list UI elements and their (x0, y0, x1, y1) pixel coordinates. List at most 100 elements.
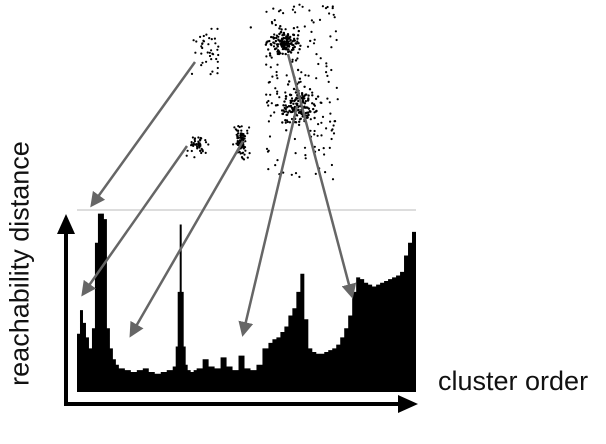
axes (57, 214, 418, 413)
cloud-point (243, 137, 246, 140)
cloud-point (325, 65, 328, 68)
cloud-point (273, 33, 276, 36)
cloud-point (243, 135, 247, 138)
cloud-point (297, 29, 300, 33)
cloud-point (293, 99, 296, 103)
cloud-point (281, 112, 284, 116)
cloud-point (196, 146, 199, 149)
cloud-point (279, 31, 282, 34)
cloud-point (278, 27, 281, 30)
cloud-point (211, 70, 214, 73)
cloud-point (308, 110, 311, 113)
cloud-point (320, 134, 323, 137)
cloud-point (304, 93, 307, 97)
cloud-point (325, 127, 328, 130)
cloud-point (190, 72, 194, 75)
cloud-point (199, 144, 202, 147)
cloud-point (265, 63, 268, 66)
cloud-point (294, 59, 298, 62)
cloud-point (238, 139, 241, 142)
cloud-point (331, 178, 335, 181)
cloud-point (208, 37, 211, 40)
cloud-point (294, 11, 297, 14)
cloud-point (276, 45, 279, 48)
cloud-point (217, 53, 220, 57)
cloud-point (306, 106, 309, 109)
cloud-point (318, 18, 322, 21)
cloud-point (270, 43, 273, 47)
cloud-point (275, 36, 278, 40)
cloud-point (200, 64, 203, 67)
mapping-arrow (90, 61, 197, 208)
cloud-point (265, 93, 268, 96)
cloud-point (294, 172, 298, 175)
cloud-point (272, 41, 275, 44)
cloud-point (285, 129, 288, 132)
cloud-point (295, 97, 299, 100)
y-axis-arrowhead (57, 214, 75, 234)
cloud-point (320, 101, 323, 104)
cloud-point (330, 68, 333, 72)
cloud-point (304, 100, 307, 103)
cloud-point (334, 30, 337, 33)
cloud-point (274, 39, 278, 43)
cloud-point (329, 35, 332, 38)
cloud-point (290, 100, 293, 104)
mapping-arrow (238, 105, 299, 337)
cloud-point (267, 120, 270, 123)
cloud-point (191, 136, 194, 139)
cloud-point (276, 77, 279, 80)
cloud-point (332, 132, 336, 135)
cloud-point (286, 33, 290, 36)
cloud-point (248, 126, 251, 129)
cloud-point (285, 74, 288, 77)
cloud-point (298, 175, 301, 178)
cloud-point (267, 99, 270, 103)
cloud-point (204, 141, 208, 144)
x-axis-label: cluster order (438, 366, 589, 396)
cloud-point (304, 74, 307, 77)
x-axis-arrowhead (398, 395, 418, 413)
cloud-point (238, 125, 241, 129)
cloud-point (299, 80, 302, 83)
cloud-point (284, 37, 287, 40)
cloud-point (325, 62, 328, 65)
cloud-point (336, 98, 339, 101)
cloud-point (201, 46, 204, 50)
cloud-point (273, 111, 276, 114)
cloud-point (275, 70, 278, 74)
cloud-point (278, 96, 281, 99)
cloud-point (279, 39, 282, 42)
cloud-point (267, 48, 270, 51)
cloud-point (204, 151, 207, 154)
cloud-point (232, 143, 235, 146)
cloud-point (291, 8, 294, 11)
cloud-point (315, 53, 318, 56)
cloud-point (234, 128, 237, 131)
cloud-point (276, 63, 279, 66)
cloud-point (287, 111, 290, 114)
cloud-point (300, 110, 303, 114)
reachability-plot-figure: reachability distance cluster order (5, 3, 589, 413)
cloud-point (288, 80, 291, 83)
cloud-point (284, 104, 287, 107)
cloud-point (310, 19, 313, 22)
cloud-point (244, 149, 247, 152)
cloud-point (275, 74, 278, 77)
cloud-point (326, 74, 329, 77)
cloud-point (316, 95, 320, 98)
cloud-point (279, 52, 282, 55)
cloud-point (297, 123, 301, 127)
cloud-point (210, 58, 213, 61)
cloud-point (331, 7, 334, 10)
cloud-point (297, 81, 300, 84)
cloud-point (248, 152, 251, 155)
cloud-point (306, 45, 310, 48)
cloud-point (275, 34, 279, 37)
cloud-point (269, 54, 272, 57)
cloud-point (278, 32, 281, 36)
cloud-point (319, 57, 322, 60)
cloud-point (309, 39, 312, 43)
cloud-point (327, 80, 330, 83)
cloud-point (284, 28, 287, 31)
